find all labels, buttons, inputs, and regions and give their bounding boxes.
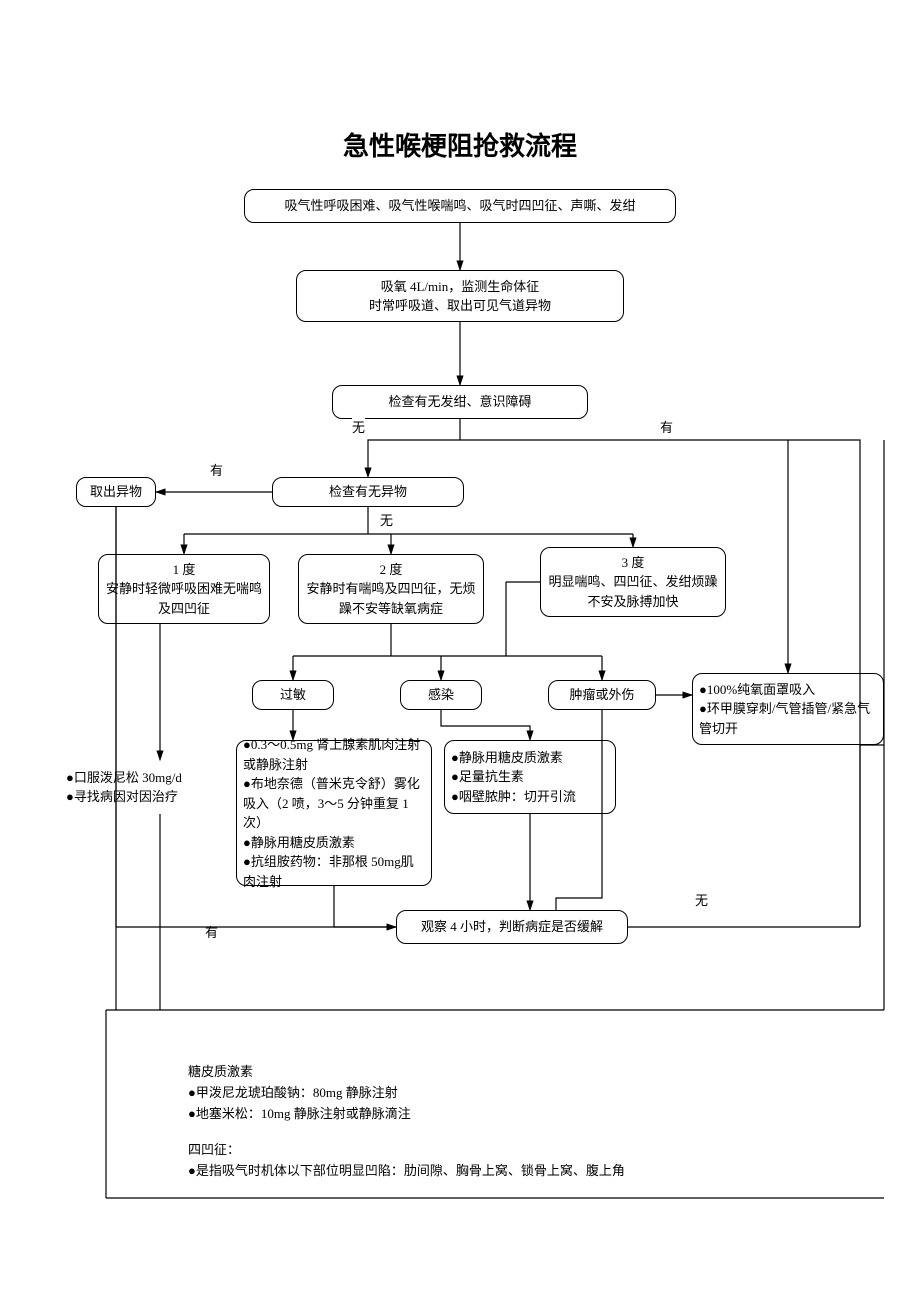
label-you: 有 — [205, 922, 218, 941]
text: 检查有无异物 — [329, 482, 407, 502]
text: 时常呼吸道、取出可见气道异物 — [369, 296, 551, 316]
text: 安静时轻微呼吸困难无喘鸣及四凹征 — [105, 579, 263, 618]
text: ●环甲膜穿刺/气管插管/紧急气管切开 — [699, 699, 877, 738]
node-check-cyanosis: 检查有无发绀、意识障碍 — [332, 385, 588, 419]
text: ●咽壁脓肿：切开引流 — [451, 787, 576, 807]
text: ●甲泼尼龙琥珀酸钠：80mg 静脉注射 — [188, 1083, 411, 1104]
text: ●口服泼尼松 30mg/d — [66, 768, 182, 788]
label-wu: 无 — [352, 417, 365, 436]
node-treat-1: ●口服泼尼松 30mg/d ●寻找病因对因治疗 — [60, 760, 230, 814]
text: ●足量抗生素 — [451, 767, 576, 787]
node-allergy: 过敏 — [252, 680, 334, 710]
label-wu: 无 — [380, 510, 393, 529]
label-wu: 无 — [695, 890, 708, 909]
text: 观察 4 小时，判断病症是否缓解 — [421, 917, 603, 937]
node-degree-3: 3 度 明显喘鸣、四凹征、发绀烦躁不安及脉搏加快 — [540, 547, 726, 617]
text: 1 度 — [105, 560, 263, 580]
page-title: 急性喉梗阻抢救流程 — [0, 126, 920, 163]
text: ●是指吸气时机体以下部位明显凹陷：肋间隙、胸骨上窝、锁骨上窝、腹上角 — [188, 1161, 625, 1182]
footnote-corticosteroid: 糖皮质激素 ●甲泼尼龙琥珀酸钠：80mg 静脉注射 ●地塞米松：10mg 静脉注… — [188, 1062, 411, 1124]
text: 糖皮质激素 — [188, 1062, 411, 1083]
node-treat-3: ●静脉用糖皮质激素 ●足量抗生素 ●咽壁脓肿：切开引流 — [444, 740, 616, 814]
node-degree-1: 1 度 安静时轻微呼吸困难无喘鸣及四凹征 — [98, 554, 270, 624]
text: 吸氧 4L/min，监测生命体征 — [369, 277, 551, 297]
text: 3 度 — [547, 553, 719, 573]
node-symptoms: 吸气性呼吸困难、吸气性喉喘鸣、吸气时四凹征、声嘶、发绀 — [244, 189, 676, 223]
footnote-four-concave: 四凹征： ●是指吸气时机体以下部位明显凹陷：肋间隙、胸骨上窝、锁骨上窝、腹上角 — [188, 1140, 625, 1182]
node-tumor: 肿瘤或外伤 — [548, 680, 656, 710]
text: 2 度 — [305, 560, 477, 580]
text: 吸气性呼吸困难、吸气性喉喘鸣、吸气时四凹征、声嘶、发绀 — [284, 196, 635, 216]
text: 检查有无发绀、意识障碍 — [388, 392, 531, 412]
text: 肿瘤或外伤 — [569, 685, 634, 705]
text: 安静时有喘鸣及四凹征，无烦躁不安等缺氧病症 — [305, 579, 477, 618]
text: 过敏 — [280, 685, 306, 705]
text: ●布地奈德（普米克令舒）雾化吸入（2 喷，3～5 分钟重复 1 次） — [243, 774, 425, 833]
node-infection: 感染 — [400, 680, 482, 710]
text: ●抗组胺药物：非那根 50mg肌肉注射 — [243, 852, 425, 891]
text: ●静脉用糖皮质激素 — [243, 833, 425, 853]
text: 四凹征： — [188, 1140, 625, 1161]
text: ●地塞米松：10mg 静脉注射或静脉滴注 — [188, 1104, 411, 1125]
text: ●0.3～0.5mg 肾上腺素肌肉注射或静脉注射 — [243, 735, 425, 774]
node-treat-4: ●100%纯氧面罩吸入 ●环甲膜穿刺/气管插管/紧急气管切开 — [692, 673, 884, 745]
label-you: 有 — [210, 460, 223, 479]
node-degree-2: 2 度 安静时有喘鸣及四凹征，无烦躁不安等缺氧病症 — [298, 554, 484, 624]
text: ●100%纯氧面罩吸入 — [699, 680, 877, 700]
text: 取出异物 — [90, 482, 142, 502]
node-treat-2: ●0.3～0.5mg 肾上腺素肌肉注射或静脉注射 ●布地奈德（普米克令舒）雾化吸… — [236, 740, 432, 886]
node-observe: 观察 4 小时，判断病症是否缓解 — [396, 910, 628, 944]
node-oxygen: 吸氧 4L/min，监测生命体征 时常呼吸道、取出可见气道异物 — [296, 270, 624, 322]
text: 感染 — [428, 685, 454, 705]
node-remove-foreign: 取出异物 — [76, 477, 156, 507]
label-you: 有 — [660, 417, 673, 436]
text: 明显喘鸣、四凹征、发绀烦躁不安及脉搏加快 — [547, 572, 719, 611]
text: ●静脉用糖皮质激素 — [451, 748, 576, 768]
text: ●寻找病因对因治疗 — [66, 787, 182, 807]
node-check-foreign: 检查有无异物 — [272, 477, 464, 507]
